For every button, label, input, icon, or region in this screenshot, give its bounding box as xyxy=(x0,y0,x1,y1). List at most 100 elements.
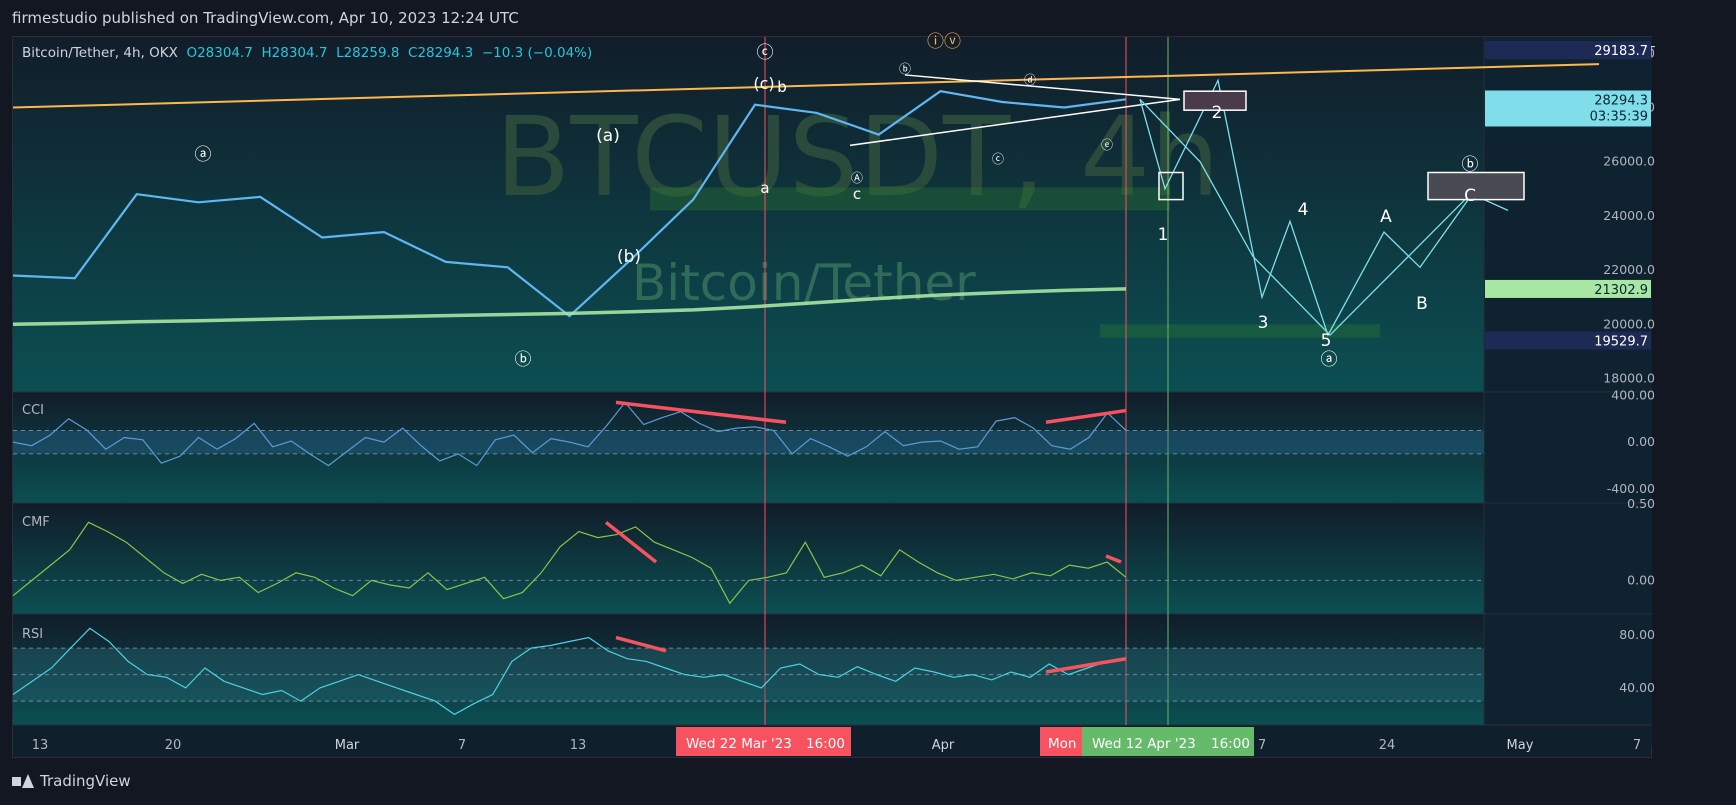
legend-close: C28294.3 xyxy=(408,45,474,61)
triangle-upper xyxy=(904,74,1181,101)
price-tick-6: 18000.0 xyxy=(1603,370,1655,385)
wave-label-2[interactable]: (c) xyxy=(753,74,774,93)
wave-label-19[interactable]: 5 xyxy=(1321,331,1332,351)
wave-label-22[interactable]: B xyxy=(1416,294,1428,314)
wave-label-21[interactable]: A xyxy=(1380,207,1392,227)
time-tick-1: 20 xyxy=(165,738,182,753)
publish-header: firmestudio published on TradingView.com… xyxy=(12,9,519,27)
hover-left-bg xyxy=(676,727,851,756)
forecast-path xyxy=(1139,78,1509,337)
hover-right-time: 16:00 xyxy=(1211,736,1250,752)
target-box-2 xyxy=(1183,90,1247,111)
wave-label-9[interactable]: c xyxy=(853,185,861,203)
price-tick-2: 26000.0 xyxy=(1603,154,1655,169)
hover-right-bg xyxy=(1082,727,1254,756)
wave-label-7[interactable]: (a) xyxy=(596,126,620,146)
rsi-series xyxy=(12,627,1127,716)
wave-label-4[interactable]: ⓑ xyxy=(899,62,911,76)
price-tick-4: 22000.0 xyxy=(1603,262,1655,277)
target-box-1 xyxy=(1158,171,1184,201)
time-tick-6: 24 xyxy=(1379,738,1396,753)
ma-series xyxy=(12,287,1127,327)
wave-label-0[interactable]: ⓒ xyxy=(757,43,774,63)
pane-bg-cmf xyxy=(13,504,1484,614)
wave-label-1[interactable]: ⓘⓥ xyxy=(927,32,961,52)
rsi-tick-1: 40.00 xyxy=(1619,680,1655,695)
wave-label-14[interactable]: ⓑ xyxy=(515,350,532,370)
cmf-tick-0: 0.50 xyxy=(1627,496,1655,511)
symbol-legend: Bitcoin/Tether, 4h, OKX O28304.7 H28304.… xyxy=(22,45,592,61)
wave-label-16[interactable]: 1 xyxy=(1158,225,1169,245)
badge-countdown: 03:35:39 xyxy=(1590,109,1648,124)
time-tick-8: 7 xyxy=(1633,738,1641,753)
cci-title[interactable]: CCI xyxy=(22,403,44,418)
rsi-divergence-1 xyxy=(1045,657,1127,674)
support-zone-lower xyxy=(1100,324,1380,338)
legend-low: L28259.8 xyxy=(336,45,400,61)
badge-last: 28294.3 xyxy=(1594,93,1648,108)
cmf-tick-1: 0.00 xyxy=(1627,572,1655,587)
wave-label-3[interactable]: b xyxy=(777,78,787,96)
hover-left-date: Wed 22 Mar '23 xyxy=(686,736,792,752)
badge-low-bg xyxy=(1485,331,1651,350)
cmf-title[interactable]: CMF xyxy=(22,515,50,530)
cci-tick-1: 0.00 xyxy=(1627,434,1655,449)
support-zone-upper xyxy=(650,187,1170,211)
badge-ma-bg xyxy=(1485,279,1651,298)
footer-brand[interactable]: TradingView xyxy=(40,772,131,790)
wave-label-18[interactable]: 3 xyxy=(1258,313,1269,333)
wave-label-12[interactable]: a xyxy=(760,179,769,197)
forecast-path-alt xyxy=(1139,98,1466,337)
watermark-ticker: BTCUSDT, 4h xyxy=(495,93,1220,221)
tradingview-logo-icon xyxy=(12,774,34,788)
badge-last-bg xyxy=(1485,90,1651,127)
triangle-lower xyxy=(849,98,1181,147)
axis-bg-cmf xyxy=(1484,504,1652,614)
badge-low: 19529.7 xyxy=(1594,335,1648,350)
resistance-line xyxy=(12,63,1600,109)
wave-label-6[interactable]: ⓐ xyxy=(195,145,212,165)
cci-divergence-1 xyxy=(1045,408,1127,424)
time-tick-3: 7 xyxy=(458,738,466,753)
rsi-divergence-0 xyxy=(615,635,667,653)
time-tick-2: Mar xyxy=(335,738,360,753)
cmf-divergence-0 xyxy=(604,520,658,564)
wave-label-24[interactable]: C xyxy=(1464,186,1476,206)
wave-label-17[interactable]: 4 xyxy=(1298,200,1309,220)
wave-label-13[interactable]: (b) xyxy=(617,247,641,267)
footer: TradingView xyxy=(12,772,131,790)
rsi-title[interactable]: RSI xyxy=(22,627,44,642)
wave-label-5[interactable]: ⓓ xyxy=(1024,73,1036,87)
wave-label-20[interactable]: ⓐ xyxy=(1321,350,1338,370)
cci-band xyxy=(13,430,1484,454)
badge-high-bg xyxy=(1485,41,1651,60)
time-tick-7: May xyxy=(1507,738,1534,753)
price-tick-5: 20000.0 xyxy=(1603,316,1655,331)
axis-bg-rsi xyxy=(1484,615,1652,725)
cci-tick-0: 400.00 xyxy=(1611,387,1655,402)
hover-right-tail: 7 xyxy=(1258,738,1266,753)
cci-tick-2: -400.00 xyxy=(1607,481,1655,496)
cci-divergence-0 xyxy=(615,400,787,424)
cci-series xyxy=(12,401,1127,467)
wave-label-10[interactable]: ⓒ xyxy=(992,152,1004,166)
time-tick-5: Apr xyxy=(932,738,955,753)
legend-symbol[interactable]: Bitcoin/Tether, 4h, OKX xyxy=(22,45,178,61)
wave-label-8[interactable]: Ⓐ xyxy=(851,171,863,185)
rsi-tick-0: 80.00 xyxy=(1619,627,1655,642)
target-box-c xyxy=(1427,171,1525,201)
cmf-divergence-1 xyxy=(1105,554,1122,564)
axis-bg-cci xyxy=(1484,393,1652,503)
legend-open: O28304.7 xyxy=(186,45,253,61)
wave-label-11[interactable]: ⓔ xyxy=(1101,138,1113,152)
price-series xyxy=(12,90,1127,318)
legend-change: −10.3 (−0.04%) xyxy=(481,45,593,61)
wave-label-23[interactable]: ⓑ xyxy=(1462,155,1479,175)
legend-high: H28304.7 xyxy=(261,45,328,61)
price-tick-3: 24000.0 xyxy=(1603,208,1655,223)
time-tick-0: 13 xyxy=(32,738,49,753)
hover-right-prefix-bg xyxy=(1040,727,1082,756)
wave-label-15[interactable]: 2 xyxy=(1212,103,1223,123)
hover-right-date: Wed 12 Apr '23 xyxy=(1092,736,1196,752)
